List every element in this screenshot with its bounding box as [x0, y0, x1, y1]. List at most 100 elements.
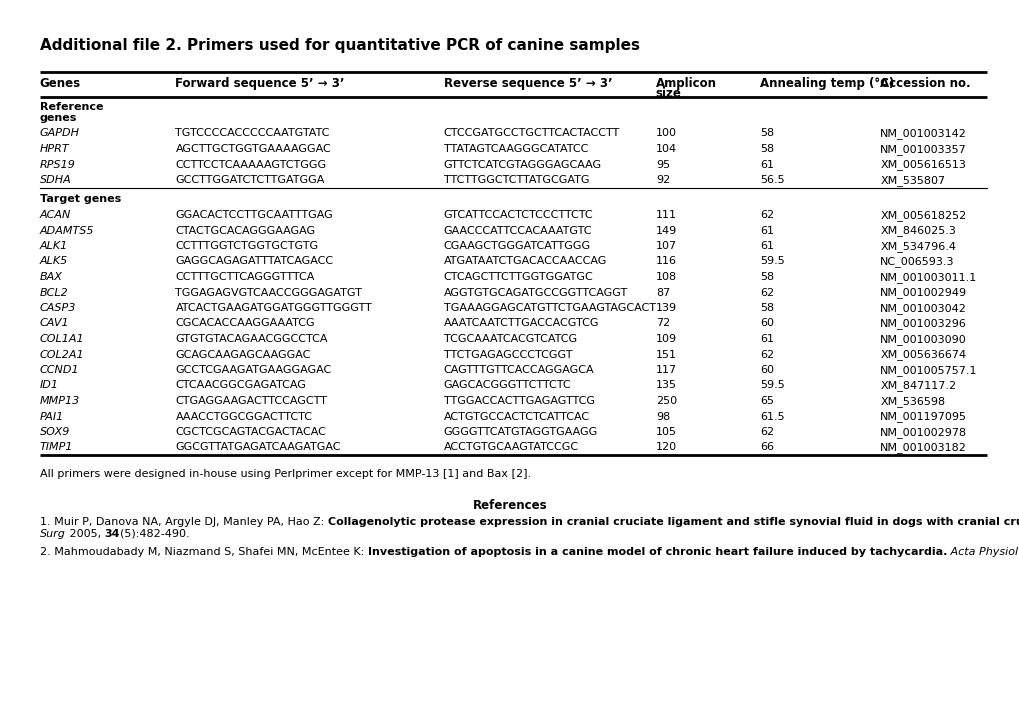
Text: 60: 60: [759, 318, 773, 328]
Text: AAACCTGGCGGACTTCTC: AAACCTGGCGGACTTCTC: [175, 412, 312, 421]
Text: 107: 107: [655, 241, 677, 251]
Text: ATGATAATCTGACACCAACCAG: ATGATAATCTGACACCAACCAG: [443, 256, 606, 266]
Text: CGCACACCAAGGAAATCG: CGCACACCAAGGAAATCG: [175, 318, 315, 328]
Text: Acta Physiol Hung: Acta Physiol Hung: [946, 547, 1019, 557]
Text: TTGGACCACTTGAGAGTTCG: TTGGACCACTTGAGAGTTCG: [443, 396, 594, 406]
Text: GTGTGTACAGAACGGCCTCA: GTGTGTACAGAACGGCCTCA: [175, 334, 328, 344]
Text: PAI1: PAI1: [40, 412, 64, 421]
Text: TGTCCCCACCCCCAATGTATC: TGTCCCCACCCCCAATGTATC: [175, 128, 329, 138]
Text: 1. Muir P, Danova NA, Argyle DJ, Manley PA, Hao Z:: 1. Muir P, Danova NA, Argyle DJ, Manley …: [40, 517, 327, 527]
Text: All primers were designed in-house using Perlprimer except for MMP-13 [1] and Ba: All primers were designed in-house using…: [40, 469, 530, 479]
Text: GAACCCATTCCACAAATGTC: GAACCCATTCCACAAATGTC: [443, 225, 592, 235]
Text: NM_001003296: NM_001003296: [879, 318, 966, 330]
Text: NM_001003357: NM_001003357: [879, 144, 966, 155]
Text: BAX: BAX: [40, 272, 62, 282]
Text: GGCGTTATGAGATCAAGATGAC: GGCGTTATGAGATCAAGATGAC: [175, 443, 340, 452]
Text: genes: genes: [40, 113, 77, 123]
Text: 135: 135: [655, 380, 677, 390]
Text: SDHA: SDHA: [40, 175, 71, 185]
Text: Surg: Surg: [40, 529, 65, 539]
Text: 149: 149: [655, 225, 677, 235]
Text: COL2A1: COL2A1: [40, 349, 85, 359]
Text: XM_846025.3: XM_846025.3: [879, 225, 955, 236]
Text: XM_535807: XM_535807: [879, 175, 945, 186]
Text: 34: 34: [104, 529, 119, 539]
Text: NM_001003090: NM_001003090: [879, 334, 966, 345]
Text: GCCTTGGATCTCTTGATGGA: GCCTTGGATCTCTTGATGGA: [175, 175, 324, 185]
Text: 58: 58: [759, 303, 773, 313]
Text: 116: 116: [655, 256, 677, 266]
Text: NM_001197095: NM_001197095: [879, 412, 966, 423]
Text: NM_001005757.1: NM_001005757.1: [879, 365, 977, 376]
Text: CGAAGCTGGGATCATTGGG: CGAAGCTGGGATCATTGGG: [443, 241, 590, 251]
Text: 62: 62: [759, 349, 773, 359]
Text: GTCATTCCACTCTCCCTTCTC: GTCATTCCACTCTCCCTTCTC: [443, 210, 593, 220]
Text: TGGAGAGVGTCAACCGGGAGATGT: TGGAGAGVGTCAACCGGGAGATGT: [175, 287, 362, 297]
Text: MMP13: MMP13: [40, 396, 79, 406]
Text: ADAMTS5: ADAMTS5: [40, 225, 94, 235]
Text: CTGAGGAAGACTTCCAGCTT: CTGAGGAAGACTTCCAGCTT: [175, 396, 327, 406]
Text: CCND1: CCND1: [40, 365, 79, 375]
Text: COL1A1: COL1A1: [40, 334, 85, 344]
Text: 61: 61: [759, 225, 773, 235]
Text: 111: 111: [655, 210, 677, 220]
Text: 61: 61: [759, 241, 773, 251]
Text: 117: 117: [655, 365, 677, 375]
Text: NM_001003042: NM_001003042: [879, 303, 966, 314]
Text: 59.5: 59.5: [759, 380, 784, 390]
Text: TIMP1: TIMP1: [40, 443, 73, 452]
Text: NC_006593.3: NC_006593.3: [879, 256, 954, 267]
Text: ACAN: ACAN: [40, 210, 71, 220]
Text: 87: 87: [655, 287, 669, 297]
Text: Genes: Genes: [40, 77, 81, 90]
Text: GGACACTCCTTGCAATTTGAG: GGACACTCCTTGCAATTTGAG: [175, 210, 333, 220]
Text: HPRT: HPRT: [40, 144, 69, 154]
Text: 58: 58: [759, 128, 773, 138]
Text: CTCAGCTTCTTGGTGGATGC: CTCAGCTTCTTGGTGGATGC: [443, 272, 593, 282]
Text: SOX9: SOX9: [40, 427, 70, 437]
Text: XM_005636674: XM_005636674: [879, 349, 965, 361]
Text: 62: 62: [759, 287, 773, 297]
Text: TTATAGTCAAGGGCATATCC: TTATAGTCAAGGGCATATCC: [443, 144, 588, 154]
Text: 108: 108: [655, 272, 677, 282]
Text: 61: 61: [759, 334, 773, 344]
Text: ATCACTGAAGATGGATGGGTTGGGTT: ATCACTGAAGATGGATGGGTTGGGTT: [175, 303, 372, 313]
Text: Reverse sequence 5’ → 3’: Reverse sequence 5’ → 3’: [443, 77, 611, 90]
Text: 62: 62: [759, 427, 773, 437]
Text: CAV1: CAV1: [40, 318, 69, 328]
Text: CAGTTTGTTCACCAGGAGCA: CAGTTTGTTCACCAGGAGCA: [443, 365, 594, 375]
Text: 151: 151: [655, 349, 677, 359]
Text: 58: 58: [759, 144, 773, 154]
Text: Forward sequence 5’ → 3’: Forward sequence 5’ → 3’: [175, 77, 344, 90]
Text: size: size: [655, 87, 681, 100]
Text: XM_005616513: XM_005616513: [879, 160, 965, 171]
Text: Target genes: Target genes: [40, 194, 121, 204]
Text: 62: 62: [759, 210, 773, 220]
Text: GTTCTCATCGTAGGGAGCAAG: GTTCTCATCGTAGGGAGCAAG: [443, 160, 601, 169]
Text: Reference: Reference: [40, 102, 103, 112]
Text: Additional file 2. Primers used for quantitative PCR of canine samples: Additional file 2. Primers used for quan…: [40, 38, 639, 53]
Text: GAGGCAGAGATTTATCAGACC: GAGGCAGAGATTTATCAGACC: [175, 256, 333, 266]
Text: 92: 92: [655, 175, 669, 185]
Text: CCTTTGCTTCAGGGTTTCA: CCTTTGCTTCAGGGTTTCA: [175, 272, 315, 282]
Text: Accession no.: Accession no.: [879, 77, 970, 90]
Text: XM_847117.2: XM_847117.2: [879, 380, 956, 392]
Text: 59.5: 59.5: [759, 256, 784, 266]
Text: 61: 61: [759, 160, 773, 169]
Text: 95: 95: [655, 160, 669, 169]
Text: 120: 120: [655, 443, 677, 452]
Text: ALK5: ALK5: [40, 256, 68, 266]
Text: 98: 98: [655, 412, 669, 421]
Text: GCAGCAAGAGCAAGGAC: GCAGCAAGAGCAAGGAC: [175, 349, 311, 359]
Text: GAGCACGGGTTCTTCTC: GAGCACGGGTTCTTCTC: [443, 380, 571, 390]
Text: ACTGTGCCACTCTCATTCAC: ACTGTGCCACTCTCATTCAC: [443, 412, 589, 421]
Text: 2. Mahmoudabady M, Niazmand S, Shafei MN, McEntee K:: 2. Mahmoudabady M, Niazmand S, Shafei MN…: [40, 547, 367, 557]
Text: GCCTCGAAGATGAAGGAGAC: GCCTCGAAGATGAAGGAGAC: [175, 365, 331, 375]
Text: 56.5: 56.5: [759, 175, 784, 185]
Text: NM_001002978: NM_001002978: [879, 427, 966, 438]
Text: TTCTTGGCTCTTATGCGATG: TTCTTGGCTCTTATGCGATG: [443, 175, 589, 185]
Text: XM_536598: XM_536598: [879, 396, 945, 407]
Text: CTCCGATGCCTGCTTCACTACCTT: CTCCGATGCCTGCTTCACTACCTT: [443, 128, 620, 138]
Text: GAPDH: GAPDH: [40, 128, 79, 138]
Text: TGAAAGGAGCATGTTCTGAAGTAGCACT: TGAAAGGAGCATGTTCTGAAGTAGCACT: [443, 303, 655, 313]
